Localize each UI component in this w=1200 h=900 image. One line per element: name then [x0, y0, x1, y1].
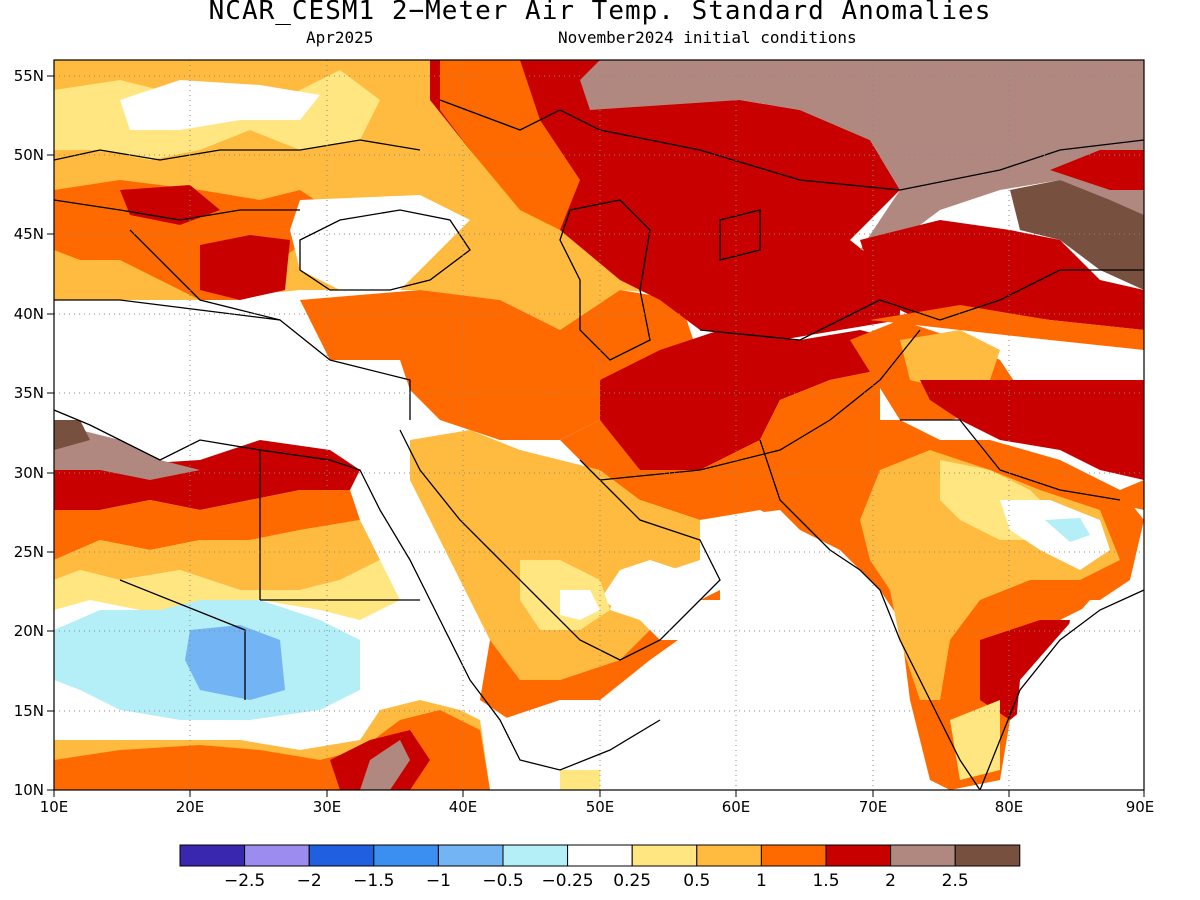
lat-label: 40N: [14, 305, 44, 323]
graticule: [54, 60, 1144, 790]
colorbar-swatch: [567, 844, 633, 867]
lon-label: 20E: [176, 798, 205, 816]
colorbar-swatch: [825, 844, 892, 867]
map-frame: [53, 59, 1145, 791]
colorbar-swatch: [696, 844, 762, 867]
colorbar-label: −0.25: [542, 871, 594, 891]
colorbar: −2.5 −2 −1.5 −1 −0.5 −0.25 0.25 0.5 1 1.5 2 2.5: [179, 844, 1021, 891]
colorbar-label: 0.5: [683, 871, 710, 891]
initial-conditions: November2024 initial conditions: [558, 28, 857, 47]
colorbar-swatch: [502, 844, 569, 867]
lat-label: 50N: [14, 146, 44, 164]
colorbar-swatch: [890, 844, 956, 867]
lat-label: 45N: [14, 225, 44, 243]
lat-label: 55N: [14, 67, 44, 85]
colorbar-swatch: [631, 844, 698, 867]
colorbar-swatch: [373, 844, 439, 867]
lon-label: 50E: [586, 798, 615, 816]
lat-label: 20N: [14, 622, 44, 640]
lon-label: 60E: [722, 798, 751, 816]
axis-ticks: [47, 75, 1145, 797]
anomaly-fill: [54, 60, 1144, 790]
colorbar-swatch: [954, 844, 1021, 867]
lat-label: 35N: [14, 384, 44, 402]
lat-label: 10N: [14, 781, 44, 799]
lat-label: 25N: [14, 543, 44, 561]
colorbar-label: −1: [426, 871, 451, 891]
forecast-month: Apr2025: [306, 28, 374, 47]
colorbar-label: 2: [885, 871, 896, 891]
lon-label: 30E: [313, 798, 342, 816]
colorbar-swatch: [179, 844, 246, 867]
lon-label: 80E: [995, 798, 1024, 816]
lat-labels: 10N 15N 20N 25N 30N 35N 40N 45N 50N 55N: [14, 67, 44, 799]
colorbar-label: 1: [756, 871, 767, 891]
colorbar-label: 2.5: [942, 871, 969, 891]
lon-labels: 10E 20E 30E 40E 50E 60E 70E 80E 90E: [40, 798, 1155, 816]
lon-label: 40E: [449, 798, 478, 816]
colorbar-label: 1.5: [812, 871, 839, 891]
colorbar-label: −0.5: [482, 871, 523, 891]
map-title: NCAR_CESM1 2−Meter Air Temp. Standard An…: [208, 0, 992, 26]
lon-label: 10E: [40, 798, 69, 816]
colorbar-label: −2: [297, 871, 322, 891]
lon-label: 70E: [859, 798, 888, 816]
coastlines: [54, 99, 1144, 790]
colorbar-swatch: [437, 844, 504, 867]
colorbar-label: −1.5: [353, 871, 394, 891]
lon-label: 90E: [1126, 798, 1155, 816]
colorbar-swatch: [760, 844, 827, 867]
colorbar-swatch: [244, 844, 310, 867]
colorbar-label: −2.5: [224, 871, 265, 891]
lat-label: 30N: [14, 464, 44, 482]
colorbar-swatch: [308, 844, 375, 867]
lat-label: 15N: [14, 702, 44, 720]
colorbar-label: 0.25: [613, 871, 651, 891]
